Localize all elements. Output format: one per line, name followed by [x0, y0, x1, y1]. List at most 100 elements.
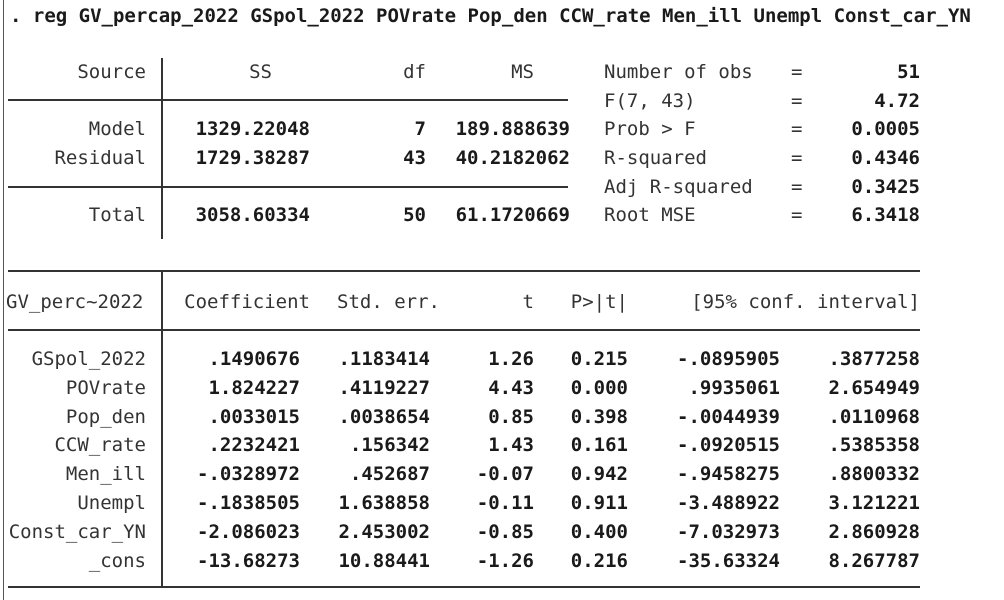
stat-r2-eq: =: [791, 147, 803, 169]
stat-rmse-label: Root MSE: [604, 204, 696, 226]
coef-cell-hi: 8.267787: [828, 550, 920, 572]
stat-adjr2-label: Adj R-squared: [604, 176, 753, 198]
coef-cell-hi: .0110968: [828, 406, 920, 428]
stat-probf-value: 0.0005: [851, 118, 920, 140]
anova-row-residual-df: 43: [403, 147, 426, 169]
coef-cell-p: 0.000: [570, 377, 628, 399]
coef-cell-t: -0.11: [476, 492, 534, 514]
coef-cell-se: .4119227: [338, 377, 430, 399]
coef-cell-hi: 2.654949: [828, 377, 920, 399]
coef-cell-p: 0.216: [570, 550, 628, 572]
coef-cell-lo: -7.032973: [677, 521, 780, 543]
stat-nobs-eq: =: [791, 61, 803, 83]
coef-cell-t: 4.43: [488, 377, 534, 399]
coef-cell-t: -0.07: [476, 463, 534, 485]
coef-cell-se: .156342: [349, 434, 430, 456]
coef-header-depvar: GV_perc~2022: [6, 291, 144, 313]
coef-cell-p: 0.398: [570, 406, 628, 428]
coef-cell-se: .0038654: [338, 406, 430, 428]
stat-nobs-value: 51: [897, 61, 920, 83]
coef-cell-hi: .5385358: [828, 434, 920, 456]
stat-adjr2-eq: =: [791, 176, 803, 198]
coef-cell-hi: 2.860928: [828, 521, 920, 543]
coef-cell-t: 0.85: [488, 406, 534, 428]
anova-row-total-label: Total: [88, 204, 146, 226]
coef-cell-coef: -.0328972: [197, 463, 300, 485]
coef-cell-coef: .2232421: [208, 434, 300, 456]
anova-row-model-label: Model: [88, 118, 146, 140]
anova-header-ss: SS: [249, 61, 272, 83]
coef-bottom-rule: [8, 586, 920, 588]
coef-cell-coef: -2.086023: [197, 521, 300, 543]
coef-cell-se: 2.453002: [338, 521, 430, 543]
coef-top-rule: [8, 270, 920, 272]
coef-cell-var: Const_car_YN: [8, 521, 146, 543]
anova-row-total-df: 50: [403, 204, 426, 226]
anova-row-residual-ss: 1729.38287: [195, 147, 310, 169]
anova-vertical-rule: [161, 58, 163, 239]
anova-row-residual-label: Residual: [54, 147, 146, 169]
anova-header-source: Source: [77, 61, 146, 83]
stat-rmse-eq: =: [791, 204, 803, 226]
stat-f-eq: =: [791, 90, 803, 112]
anova-row-total-ss: 3058.60334: [195, 204, 310, 226]
coef-cell-p: 0.215: [570, 348, 628, 370]
coef-header-stderr: Std. err.: [337, 291, 440, 313]
coef-cell-lo: -.9458275: [677, 463, 780, 485]
anova-row-residual-ms: 40.2182062: [455, 147, 570, 169]
coef-cell-lo: -35.63324: [677, 550, 780, 572]
stat-nobs-label: Number of obs: [604, 61, 753, 83]
coef-cell-coef: -.1838505: [197, 492, 300, 514]
stat-f-value: 4.72: [874, 90, 920, 112]
coef-header-coefficient: Coefficient: [184, 291, 310, 313]
coef-cell-coef: .0033015: [208, 406, 300, 428]
coef-cell-se: .452687: [349, 463, 430, 485]
stat-rmse-value: 6.3418: [851, 204, 920, 226]
anova-header-df: df: [403, 61, 426, 83]
stat-probf-label: Prob > F: [604, 118, 696, 140]
coef-cell-var: Pop_den: [65, 406, 146, 428]
coef-cell-coef: 1.824227: [208, 377, 300, 399]
coef-cell-var: CCW_rate: [54, 434, 146, 456]
coef-cell-se: 1.638858: [338, 492, 430, 514]
coef-cell-se: 10.88441: [338, 550, 430, 572]
coef-vertical-rule: [161, 270, 163, 588]
coef-cell-hi: 3.121221: [828, 492, 920, 514]
anova-header-rule: [8, 99, 568, 101]
coef-cell-lo: -.0044939: [677, 406, 780, 428]
window-left-border: [3, 0, 4, 600]
coef-cell-t: -0.85: [476, 521, 534, 543]
coef-cell-coef: -13.68273: [197, 550, 300, 572]
coef-cell-var: _cons: [88, 550, 146, 572]
anova-total-rule: [8, 186, 568, 188]
coef-cell-lo: -.0895905: [677, 348, 780, 370]
anova-row-model-ss: 1329.22048: [195, 118, 310, 140]
coef-cell-lo: .9935061: [688, 377, 780, 399]
anova-row-model-ms: 189.888639: [455, 118, 570, 140]
coef-cell-var: Men_ill: [65, 463, 146, 485]
command-line: . reg GV_percap_2022 GSpol_2022 POVrate …: [10, 5, 971, 27]
stat-r2-label: R-squared: [604, 147, 707, 169]
coef-cell-hi: .3877258: [828, 348, 920, 370]
coef-cell-p: 0.942: [570, 463, 628, 485]
coef-cell-p: 0.400: [570, 521, 628, 543]
stat-r2-value: 0.4346: [851, 147, 920, 169]
coef-header-rule: [8, 329, 920, 331]
stat-f-label: F(7, 43): [604, 90, 696, 112]
coef-header-t: t: [522, 291, 534, 313]
coef-cell-var: GSpol_2022: [31, 348, 146, 370]
stat-adjr2-value: 0.3425: [851, 176, 920, 198]
coef-cell-p: 0.161: [570, 434, 628, 456]
coef-cell-coef: .1490676: [208, 348, 300, 370]
anova-row-total-ms: 61.1720669: [455, 204, 570, 226]
anova-row-model-df: 7: [414, 118, 426, 140]
coef-cell-var: POVrate: [65, 377, 146, 399]
coef-cell-t: 1.26: [488, 348, 534, 370]
coef-cell-se: .1183414: [338, 348, 430, 370]
stat-probf-eq: =: [791, 118, 803, 140]
anova-header-ms: MS: [511, 61, 534, 83]
coef-cell-var: Unempl: [77, 492, 146, 514]
coef-cell-lo: -.0920515: [677, 434, 780, 456]
coef-cell-t: -1.26: [476, 550, 534, 572]
